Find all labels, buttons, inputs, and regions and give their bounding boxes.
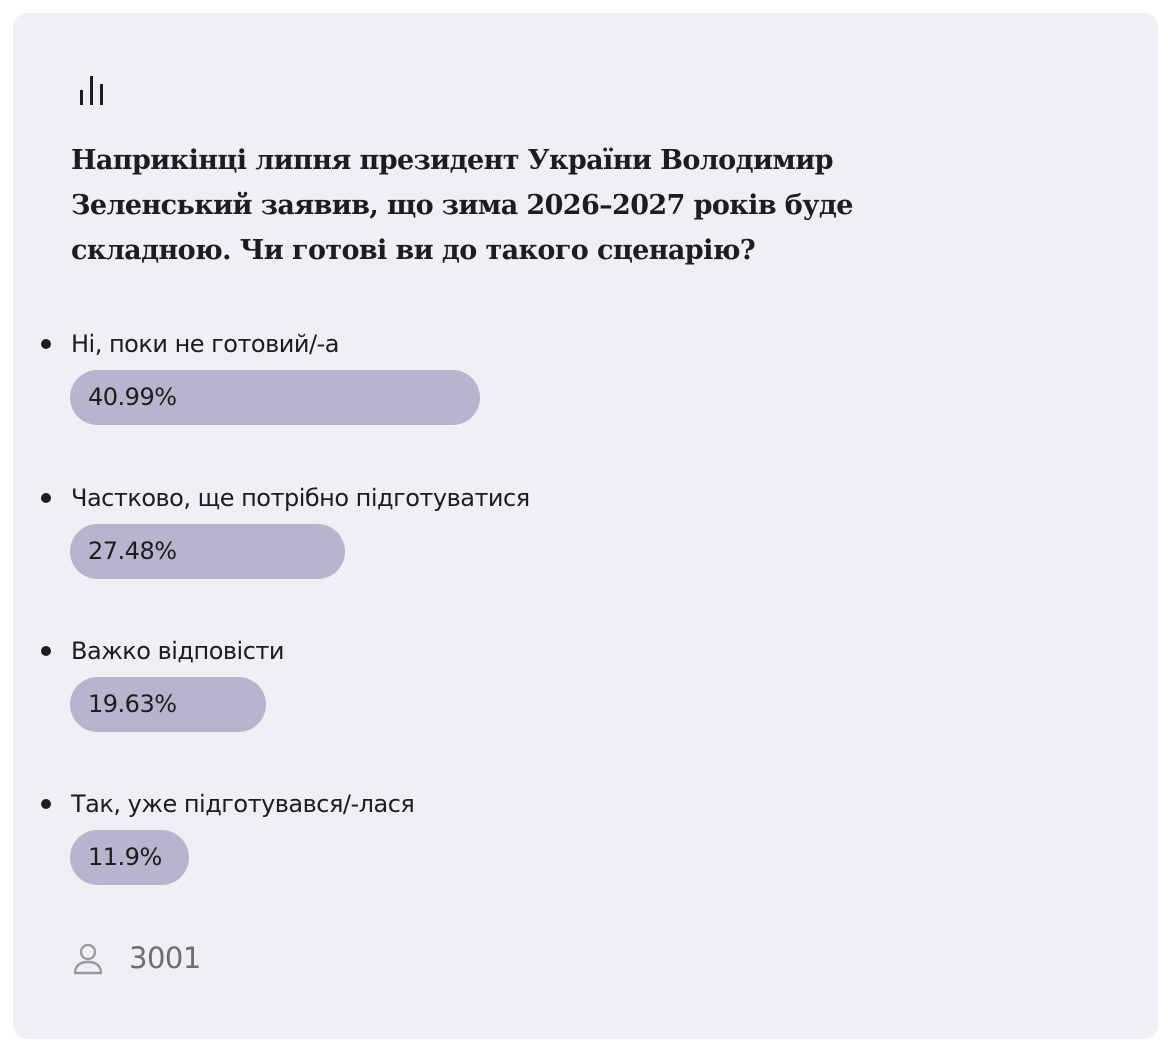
poll-option-label: Важко відповісти — [71, 637, 284, 665]
bullet-icon — [41, 799, 51, 809]
poll-option-label: Так, уже підготувався/-лася — [71, 790, 415, 818]
poll-option-label: Ні, поки не готовий/-а — [71, 330, 339, 358]
bullet-icon — [41, 646, 51, 656]
poll-question: Наприкінці липня президент України Волод… — [71, 145, 853, 266]
poll-option-label: Частково, ще потрібно підготуватися — [71, 484, 530, 512]
bar-chart-icon — [80, 76, 103, 105]
poll-option[interactable]: Так, уже підготувався/-лася 11.9% — [0, 785, 1100, 905]
poll-result-bar — [70, 677, 266, 732]
poll-option[interactable]: Важко відповісти 19.63% — [0, 632, 1100, 752]
poll-option[interactable]: Ні, поки не готовий/-а 40.99% — [0, 325, 1100, 445]
poll-result-percent: 11.9% — [88, 843, 162, 871]
poll-result-percent: 27.48% — [88, 537, 177, 565]
poll-result-percent: 19.63% — [88, 690, 177, 718]
poll-result-bar — [70, 524, 345, 579]
user-icon — [73, 943, 103, 975]
bullet-icon — [41, 493, 51, 503]
bullet-icon — [41, 339, 51, 349]
poll-result-bar — [70, 830, 189, 885]
poll-result-bar — [70, 370, 480, 425]
votes-total: 3001 — [72, 935, 201, 981]
poll-result-percent: 40.99% — [88, 383, 177, 411]
votes-count: 3001 — [129, 941, 201, 975]
poll-option[interactable]: Частково, ще потрібно підготуватися 27.4… — [0, 479, 1100, 599]
